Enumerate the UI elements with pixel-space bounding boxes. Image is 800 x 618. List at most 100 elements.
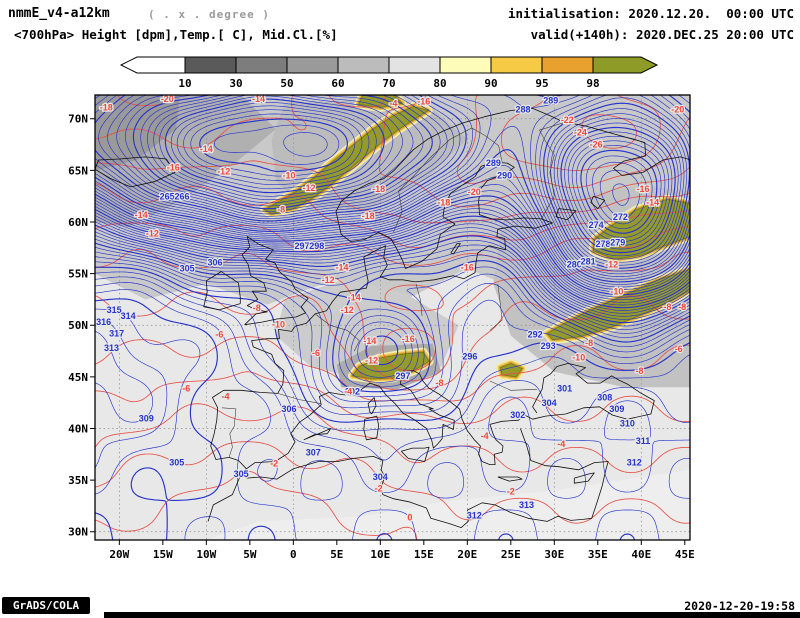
svg-text:-14: -14 bbox=[135, 210, 148, 220]
svg-text:55N: 55N bbox=[68, 268, 88, 281]
svg-text:60N: 60N bbox=[68, 216, 88, 229]
svg-text:-10: -10 bbox=[282, 171, 295, 181]
colorbar-arrow-right bbox=[592, 56, 659, 74]
svg-text:10: 10 bbox=[178, 77, 191, 90]
svg-text:309: 309 bbox=[609, 404, 624, 414]
svg-text:-14: -14 bbox=[200, 144, 213, 154]
svg-text:313: 313 bbox=[104, 343, 119, 353]
svg-text:15W: 15W bbox=[153, 548, 173, 561]
svg-text:-2: -2 bbox=[270, 459, 278, 469]
svg-text:-12: -12 bbox=[605, 259, 618, 269]
svg-text:-4: -4 bbox=[389, 98, 397, 108]
svg-text:305: 305 bbox=[234, 469, 249, 479]
svg-text:302: 302 bbox=[345, 386, 360, 396]
svg-text:288: 288 bbox=[515, 105, 530, 115]
svg-text:289: 289 bbox=[486, 158, 501, 168]
svg-text:-16: -16 bbox=[402, 334, 415, 344]
svg-text:316: 316 bbox=[96, 317, 111, 327]
svg-text:-8: -8 bbox=[277, 205, 285, 215]
axes: 20W 15W 10W 5W 0 5E 10E 15E 20E 25E 30E 35E 40E 45E 70… bbox=[68, 94, 695, 561]
svg-text:-24: -24 bbox=[574, 127, 587, 137]
svg-text:265: 265 bbox=[160, 191, 175, 201]
svg-text:-4: -4 bbox=[481, 431, 489, 441]
grads-cola-badge: GrADS/COLA bbox=[2, 597, 90, 614]
svg-text:-20: -20 bbox=[468, 187, 481, 197]
svg-text:-4: -4 bbox=[557, 439, 565, 449]
svg-text:-8: -8 bbox=[585, 338, 593, 348]
svg-text:-12: -12 bbox=[302, 183, 315, 193]
svg-text:80: 80 bbox=[433, 77, 446, 90]
svg-text:50: 50 bbox=[280, 77, 293, 90]
svg-text:30E: 30E bbox=[544, 548, 564, 561]
svg-text:304: 304 bbox=[373, 472, 388, 482]
svg-text:-6: -6 bbox=[182, 383, 190, 393]
svg-text:50N: 50N bbox=[68, 319, 88, 332]
svg-text:30N: 30N bbox=[68, 526, 88, 539]
svg-text:-4: -4 bbox=[221, 392, 229, 402]
svg-text:-18: -18 bbox=[437, 198, 450, 208]
svg-text:301: 301 bbox=[557, 383, 572, 393]
svg-text:293: 293 bbox=[541, 341, 556, 351]
svg-text:-8: -8 bbox=[678, 302, 686, 312]
svg-text:-12: -12 bbox=[146, 229, 159, 239]
svg-text:289: 289 bbox=[543, 95, 558, 105]
svg-text:-16: -16 bbox=[167, 162, 180, 172]
svg-text:281: 281 bbox=[581, 256, 596, 266]
svg-text:305: 305 bbox=[180, 264, 195, 274]
svg-text:313: 313 bbox=[519, 500, 534, 510]
svg-text:315: 315 bbox=[107, 305, 122, 315]
svg-text:302: 302 bbox=[510, 410, 525, 420]
svg-text:0: 0 bbox=[290, 548, 297, 561]
grid-resolution-note: ( . x . degree ) bbox=[148, 8, 270, 21]
svg-text:-14: -14 bbox=[363, 336, 376, 346]
svg-text:-2: -2 bbox=[507, 487, 515, 497]
svg-text:-8: -8 bbox=[635, 366, 643, 376]
svg-text:-10: -10 bbox=[272, 319, 285, 329]
svg-text:272: 272 bbox=[613, 212, 628, 222]
svg-text:95: 95 bbox=[535, 77, 548, 90]
bottom-bar bbox=[104, 612, 800, 618]
svg-text:35N: 35N bbox=[68, 474, 88, 487]
svg-text:266: 266 bbox=[174, 191, 189, 201]
svg-text:297: 297 bbox=[395, 371, 410, 381]
svg-text:-14: -14 bbox=[252, 94, 265, 104]
svg-text:45E: 45E bbox=[675, 548, 695, 561]
svg-text:-6: -6 bbox=[675, 344, 683, 354]
svg-text:30: 30 bbox=[229, 77, 242, 90]
svg-text:307: 307 bbox=[306, 447, 321, 457]
svg-text:-18: -18 bbox=[100, 103, 113, 113]
colorbar-arrow-left bbox=[119, 56, 186, 74]
svg-text:-10: -10 bbox=[572, 352, 585, 362]
svg-text:5E: 5E bbox=[330, 548, 343, 561]
svg-text:15E: 15E bbox=[414, 548, 434, 561]
svg-text:-14: -14 bbox=[348, 293, 361, 303]
svg-text:-12: -12 bbox=[341, 305, 354, 315]
svg-text:5W: 5W bbox=[243, 548, 257, 561]
svg-text:311: 311 bbox=[636, 436, 651, 446]
svg-text:274: 274 bbox=[589, 220, 604, 230]
svg-text:-20: -20 bbox=[161, 94, 174, 104]
svg-text:-2: -2 bbox=[375, 484, 383, 494]
svg-text:-8: -8 bbox=[663, 302, 671, 312]
svg-text:-20: -20 bbox=[671, 105, 684, 115]
field-title: <700hPa> Height [dpm],Temp.[ C], Mid.Cl.… bbox=[14, 27, 338, 42]
country-borders bbox=[221, 122, 564, 458]
model-title: nmmE_v4-a12km bbox=[8, 6, 110, 21]
svg-text:-18: -18 bbox=[372, 184, 385, 194]
svg-text:-4: -4 bbox=[344, 386, 352, 396]
svg-text:40N: 40N bbox=[68, 422, 88, 435]
svg-text:-6: -6 bbox=[312, 348, 320, 358]
svg-text:40E: 40E bbox=[631, 548, 651, 561]
svg-text:-16: -16 bbox=[461, 263, 474, 273]
svg-text:-6: -6 bbox=[215, 330, 223, 340]
svg-text:10E: 10E bbox=[370, 548, 390, 561]
svg-text:90: 90 bbox=[484, 77, 497, 90]
creation-timestamp: 2020-12-20-19:58 bbox=[684, 599, 795, 613]
initialisation-time: initialisation: 2020.12.20. 00:00 UTC bbox=[508, 6, 794, 21]
svg-text:-14: -14 bbox=[335, 263, 348, 273]
svg-text:297: 297 bbox=[294, 241, 309, 251]
svg-text:-16: -16 bbox=[636, 184, 649, 194]
svg-text:65N: 65N bbox=[68, 164, 88, 177]
svg-text:10W: 10W bbox=[196, 548, 216, 561]
